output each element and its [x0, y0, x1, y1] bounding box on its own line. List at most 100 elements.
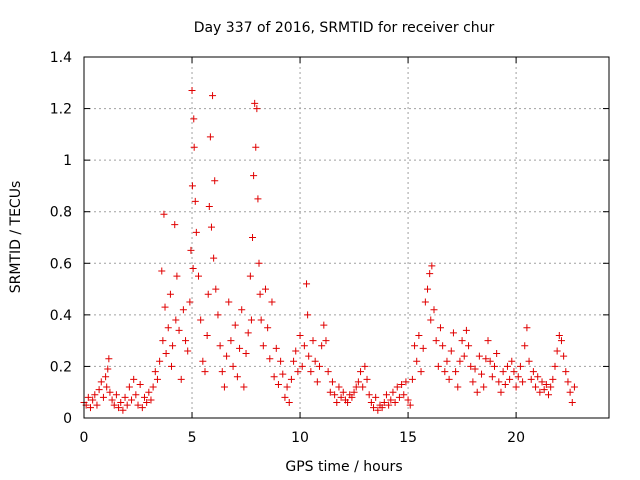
y-axis-label: SRMTID / TECUs [8, 181, 24, 294]
data-point [309, 337, 317, 345]
data-point [406, 401, 414, 409]
data-point [449, 329, 457, 337]
data-point [247, 316, 255, 324]
data-point [480, 383, 488, 391]
data-point [555, 331, 563, 339]
data-point [570, 383, 578, 391]
data-point [250, 172, 258, 180]
data-point [495, 378, 503, 386]
data-point [195, 272, 203, 280]
data-point [156, 357, 164, 365]
data-point [521, 342, 529, 350]
data-point [493, 350, 501, 358]
data-point [249, 234, 257, 241]
data-point [93, 401, 101, 409]
data-point [333, 399, 341, 407]
data-point [380, 399, 388, 407]
grid-lines [84, 57, 609, 418]
data-point [134, 401, 142, 409]
data-point [281, 393, 289, 401]
data-point [467, 362, 475, 370]
chart-title: Day 337 of 2016, SRMTID for receiver chu… [194, 20, 495, 36]
data-point [145, 388, 153, 396]
data-point [86, 404, 94, 412]
data-point [529, 368, 537, 376]
data-point [452, 368, 460, 376]
data-point [326, 388, 334, 396]
data-point [283, 383, 291, 391]
data-point [374, 406, 382, 414]
data-point [462, 326, 470, 334]
data-point [172, 316, 180, 324]
data-point [307, 368, 315, 376]
data-point [121, 393, 129, 401]
data-point [303, 280, 311, 288]
y-tick-label: 0.4 [50, 308, 72, 324]
data-point [421, 298, 429, 306]
x-tick-label: 0 [80, 430, 89, 446]
data-point [300, 342, 308, 350]
data-point [428, 262, 436, 270]
data-point [251, 99, 259, 107]
data-point [488, 373, 496, 381]
data-point [318, 342, 326, 350]
data-point [367, 399, 375, 407]
x-tick-label: 20 [507, 430, 525, 446]
x-axis-label: GPS time / hours [285, 459, 402, 475]
data-point [427, 316, 435, 324]
data-point [253, 105, 261, 113]
data-point [313, 378, 321, 386]
data-point [542, 380, 550, 388]
data-point [471, 365, 479, 373]
data-point [402, 378, 410, 386]
data-point [104, 365, 112, 373]
data-point [460, 352, 468, 360]
data-point [290, 357, 298, 365]
data-point [475, 352, 483, 360]
data-point [525, 357, 533, 365]
data-point [179, 306, 187, 314]
y-tick-label: 0.6 [50, 256, 72, 272]
data-point [187, 246, 195, 254]
data-point [540, 386, 548, 394]
y-axis-ticks: 0 0.2 0.4 0.6 0.8 1 1.2 1.4 [50, 50, 609, 427]
data-point [456, 357, 464, 365]
data-point [257, 316, 265, 324]
data-point [89, 396, 97, 404]
plot-frame [83, 56, 610, 419]
data-point [136, 380, 144, 388]
data-point [538, 378, 546, 386]
data-point [252, 143, 260, 151]
data-point [430, 306, 438, 314]
data-point [443, 357, 451, 365]
data-point [102, 373, 110, 381]
data-point [199, 357, 207, 365]
data-point [424, 285, 432, 293]
data-point [328, 378, 336, 386]
data-point [97, 378, 105, 386]
data-point [393, 383, 401, 391]
data-point [158, 267, 166, 275]
data-point [227, 337, 235, 345]
data-point [203, 331, 211, 339]
data-point [350, 388, 358, 396]
data-point [270, 373, 278, 381]
data-point [211, 177, 219, 185]
data-point [568, 399, 576, 407]
data-point [320, 321, 328, 329]
data-point [177, 375, 185, 383]
data-point [560, 352, 568, 360]
data-point [272, 344, 280, 352]
data-point [551, 362, 559, 370]
data-point [143, 399, 151, 407]
data-point [322, 337, 330, 345]
data-point [153, 375, 161, 383]
data-point [209, 92, 217, 100]
data-point [439, 342, 447, 350]
data-point [166, 290, 174, 298]
data-point [344, 399, 352, 407]
data-point [352, 383, 360, 391]
data-point [160, 210, 168, 218]
data-point [516, 362, 524, 370]
data-point [175, 326, 183, 334]
